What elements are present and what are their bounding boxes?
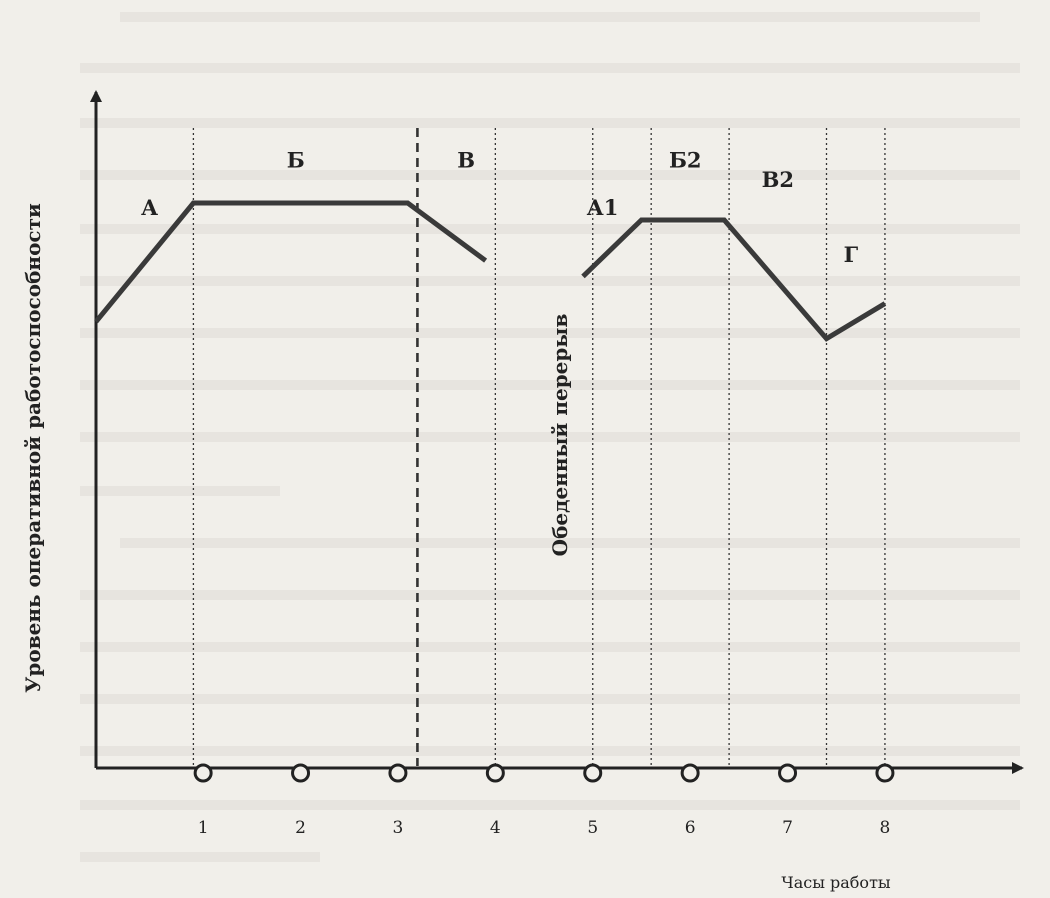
phase-dividers <box>192 128 886 766</box>
tick-marker-5 <box>583 763 603 783</box>
y-axis-label: Уровень оперативной работоспособности <box>21 203 45 693</box>
tick-marker-6 <box>680 763 700 783</box>
tick-label-8: 8 <box>880 818 891 838</box>
capacity-curve <box>94 200 887 342</box>
phase-label-3: В <box>457 147 475 172</box>
tick-marker-1 <box>193 763 213 783</box>
tick-marker-8 <box>875 763 895 783</box>
phase-label-4: А1 <box>587 195 619 220</box>
tick-marker-4 <box>485 763 505 783</box>
tick-label-2: 2 <box>295 818 306 838</box>
phase-label-6: В2 <box>762 167 794 192</box>
x-axis-label: Часы работы <box>781 873 891 892</box>
x-ticks: 1 2 3 4 5 6 7 8 <box>193 763 895 838</box>
background-text-bleed <box>80 12 1020 862</box>
phase-label-5: Б2 <box>669 147 702 172</box>
phase-label-2: Б <box>287 147 305 172</box>
tick-label-3: 3 <box>393 818 404 838</box>
tick-label-6: 6 <box>685 818 696 838</box>
phase-label-1: А <box>141 195 158 220</box>
tick-marker-7 <box>778 763 798 783</box>
tick-marker-2 <box>291 763 311 783</box>
tick-label-7: 7 <box>782 818 793 838</box>
tick-label-4: 4 <box>490 818 501 838</box>
phase-label-7: Г <box>844 242 859 267</box>
tick-label-5: 5 <box>587 818 598 838</box>
phase-labels: А Б В А1 Б2 В2 Г <box>141 147 859 266</box>
tick-marker-3 <box>388 763 408 783</box>
curve-segment-2 <box>581 217 887 342</box>
lunch-break-label: Обеденный перерыв <box>548 314 572 557</box>
tick-label-1: 1 <box>198 818 209 838</box>
curve-segment-1 <box>94 200 488 324</box>
